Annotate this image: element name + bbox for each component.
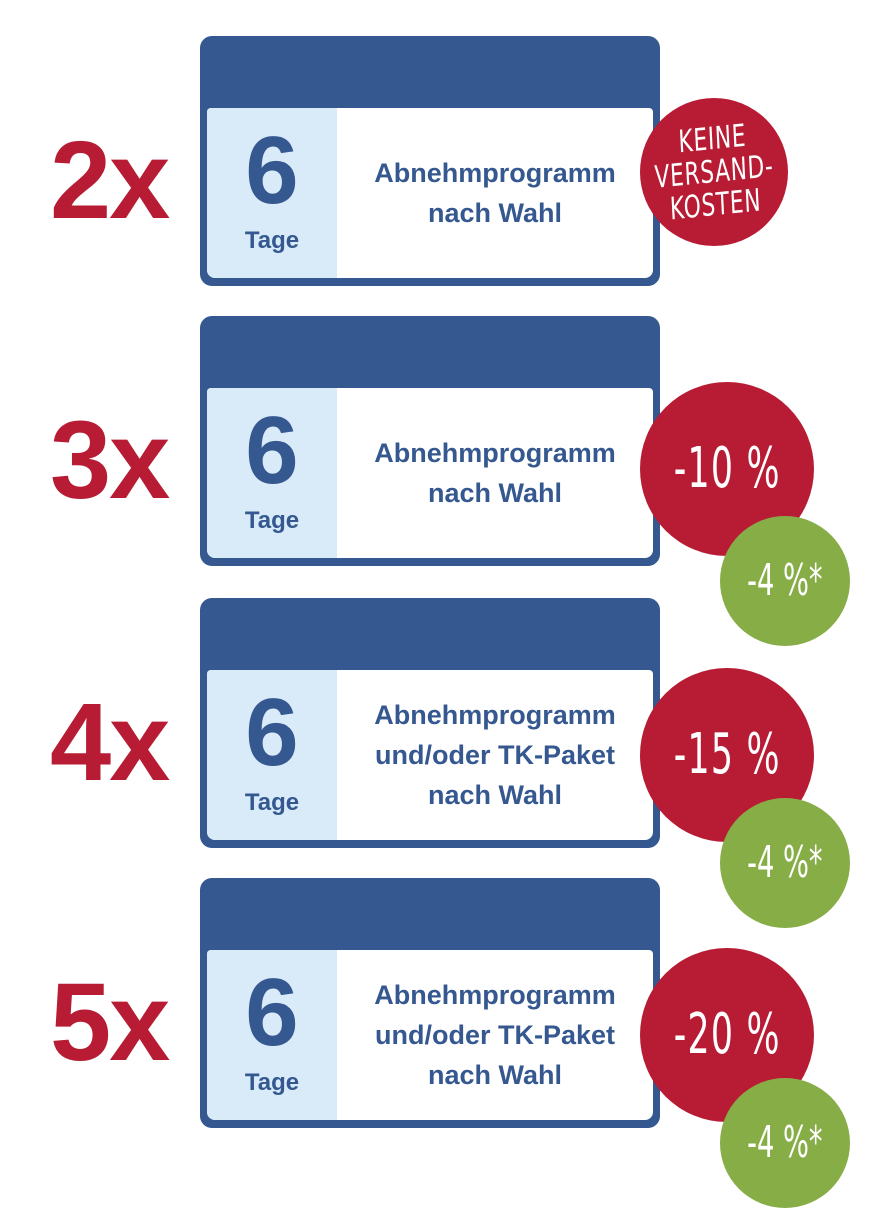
calendar-card: 6 Tage Abnehmprogramm nach Wahl: [200, 316, 660, 566]
calendar-card-body: 6 Tage Abnehmprogramm und/oder TK-Paket …: [207, 670, 653, 840]
multiplier-label: 3x: [50, 399, 170, 522]
days-panel: 6 Tage: [207, 388, 337, 558]
days-label: Tage: [244, 1069, 300, 1096]
extra-discount-text: -4 %*: [747, 555, 823, 606]
extra-discount-badge: -4 %*: [720, 1078, 850, 1208]
discount-text: -20 %: [673, 1002, 781, 1067]
extra-discount-text: -4 %*: [747, 1117, 823, 1168]
multiplier-label: 4x: [50, 681, 170, 804]
calendar-card: 6 Tage Abnehmprogramm und/oder TK-Paket …: [200, 878, 660, 1128]
free-shipping-badge: KEINE VERSAND- KOSTEN: [640, 98, 788, 246]
days-panel: 6 Tage: [207, 670, 337, 840]
calendar-card-body: 6 Tage Abnehmprogramm und/oder TK-Paket …: [207, 950, 653, 1120]
days-panel: 6 Tage: [207, 950, 337, 1120]
days-panel: 6 Tage: [207, 108, 337, 278]
offer-row-4x: 4x 6 Tage Abnehmprogramm und/oder TK-Pak…: [0, 598, 880, 928]
offer-row-2x: 2x 6 Tage Abnehmprogramm nach Wahl KEINE…: [0, 36, 880, 296]
discount-text: -15 %: [673, 722, 781, 787]
multiplier-label: 2x: [50, 119, 170, 242]
program-description: Abnehmprogramm nach Wahl: [374, 438, 616, 508]
offer-row-5x: 5x 6 Tage Abnehmprogramm und/oder TK-Pak…: [0, 878, 880, 1208]
discount-badge: -10 %: [640, 382, 814, 556]
discount-text: -10 %: [673, 436, 781, 501]
multiplier-label: 5x: [50, 961, 170, 1084]
calendar-card: 6 Tage Abnehmprogramm nach Wahl: [200, 36, 660, 286]
days-number: 6: [245, 397, 299, 504]
program-description: Abnehmprogramm und/oder TK-Paket nach Wa…: [374, 980, 616, 1090]
extra-discount-badge: -4 %*: [720, 516, 850, 646]
days-label: Tage: [244, 227, 300, 254]
calendar-card-body: 6 Tage Abnehmprogramm nach Wahl: [207, 108, 653, 278]
calendar-card: 6 Tage Abnehmprogramm und/oder TK-Paket …: [200, 598, 660, 848]
calendar-card-body: 6 Tage Abnehmprogramm nach Wahl: [207, 388, 653, 558]
extra-discount-badge: -4 %*: [720, 798, 850, 928]
days-label: Tage: [244, 507, 300, 534]
offer-row-3x: 3x 6 Tage Abnehmprogramm nach Wahl -10 %…: [0, 316, 880, 646]
program-description: Abnehmprogramm und/oder TK-Paket nach Wa…: [374, 700, 616, 810]
days-label: Tage: [244, 789, 300, 816]
days-number: 6: [245, 959, 299, 1066]
days-number: 6: [245, 117, 299, 224]
program-description: Abnehmprogramm nach Wahl: [374, 158, 616, 228]
extra-discount-text: -4 %*: [747, 837, 823, 888]
days-number: 6: [245, 679, 299, 786]
free-shipping-text: KEINE VERSAND- KOSTEN: [653, 117, 775, 227]
